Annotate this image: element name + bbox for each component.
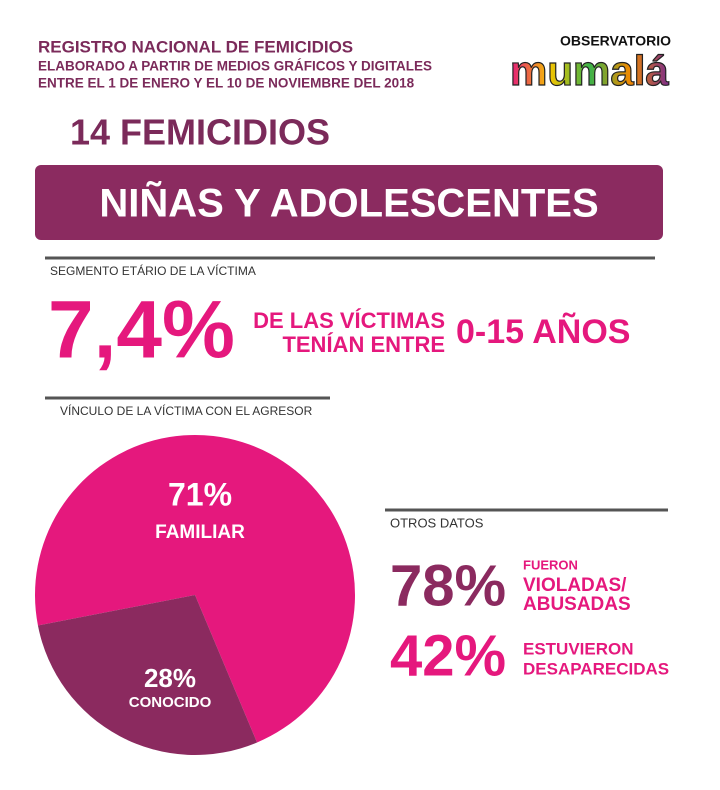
other-text: FUERON [523, 557, 578, 572]
banner: NIÑAS Y ADOLESCENTES [99, 180, 598, 226]
other-text: VIOLADAS/ [523, 575, 627, 596]
pie-slice [37, 595, 258, 755]
header-line: ENTRE EL 1 DE ENERO Y EL 10 DE NOVIEMBRE… [38, 76, 415, 91]
section-heading: OTROS DATOS [390, 515, 484, 530]
pie-chart: 71% FAMILIAR 28%CONOCIDO [34, 434, 355, 755]
headline: 14 FEMICIDIOS [70, 112, 330, 153]
logo-name: mumalá [510, 47, 669, 94]
section-heading: SEGMENTO ETÁRIO DE LA VÍCTIMA [50, 263, 256, 278]
slice-label: CONOCIDO [129, 694, 212, 711]
other-stat: 78% [390, 553, 506, 618]
other-text: ABUSADAS [523, 594, 631, 615]
logo-top: OBSERVATORIO [560, 33, 671, 49]
stat-text: TENÍAN ENTRE [282, 332, 445, 357]
banner-bg [35, 165, 663, 240]
header-title: REGISTRO NACIONAL DE FEMICIDIOS [38, 37, 353, 56]
slice-value: 71% [168, 476, 232, 512]
other-stat: 42% [390, 623, 506, 688]
stat-text: DE LAS VÍCTIMAS [253, 308, 445, 333]
chart-title: VÍNCULO DE LA VÍCTIMA CON EL AGRESOR [60, 403, 313, 418]
big-stat: 7,4% [48, 285, 235, 376]
stat-range: 0-15 AÑOS [456, 313, 630, 351]
slice-label: FAMILIAR [155, 522, 245, 543]
pie-slice [34, 434, 355, 743]
other-text: ESTUVIERON [523, 639, 634, 658]
slice-value: 28% [144, 663, 196, 693]
header-line: ELABORADO A PARTIR DE MEDIOS GRÁFICOS Y … [38, 59, 432, 74]
other-text: DESAPARECIDAS [523, 659, 669, 678]
